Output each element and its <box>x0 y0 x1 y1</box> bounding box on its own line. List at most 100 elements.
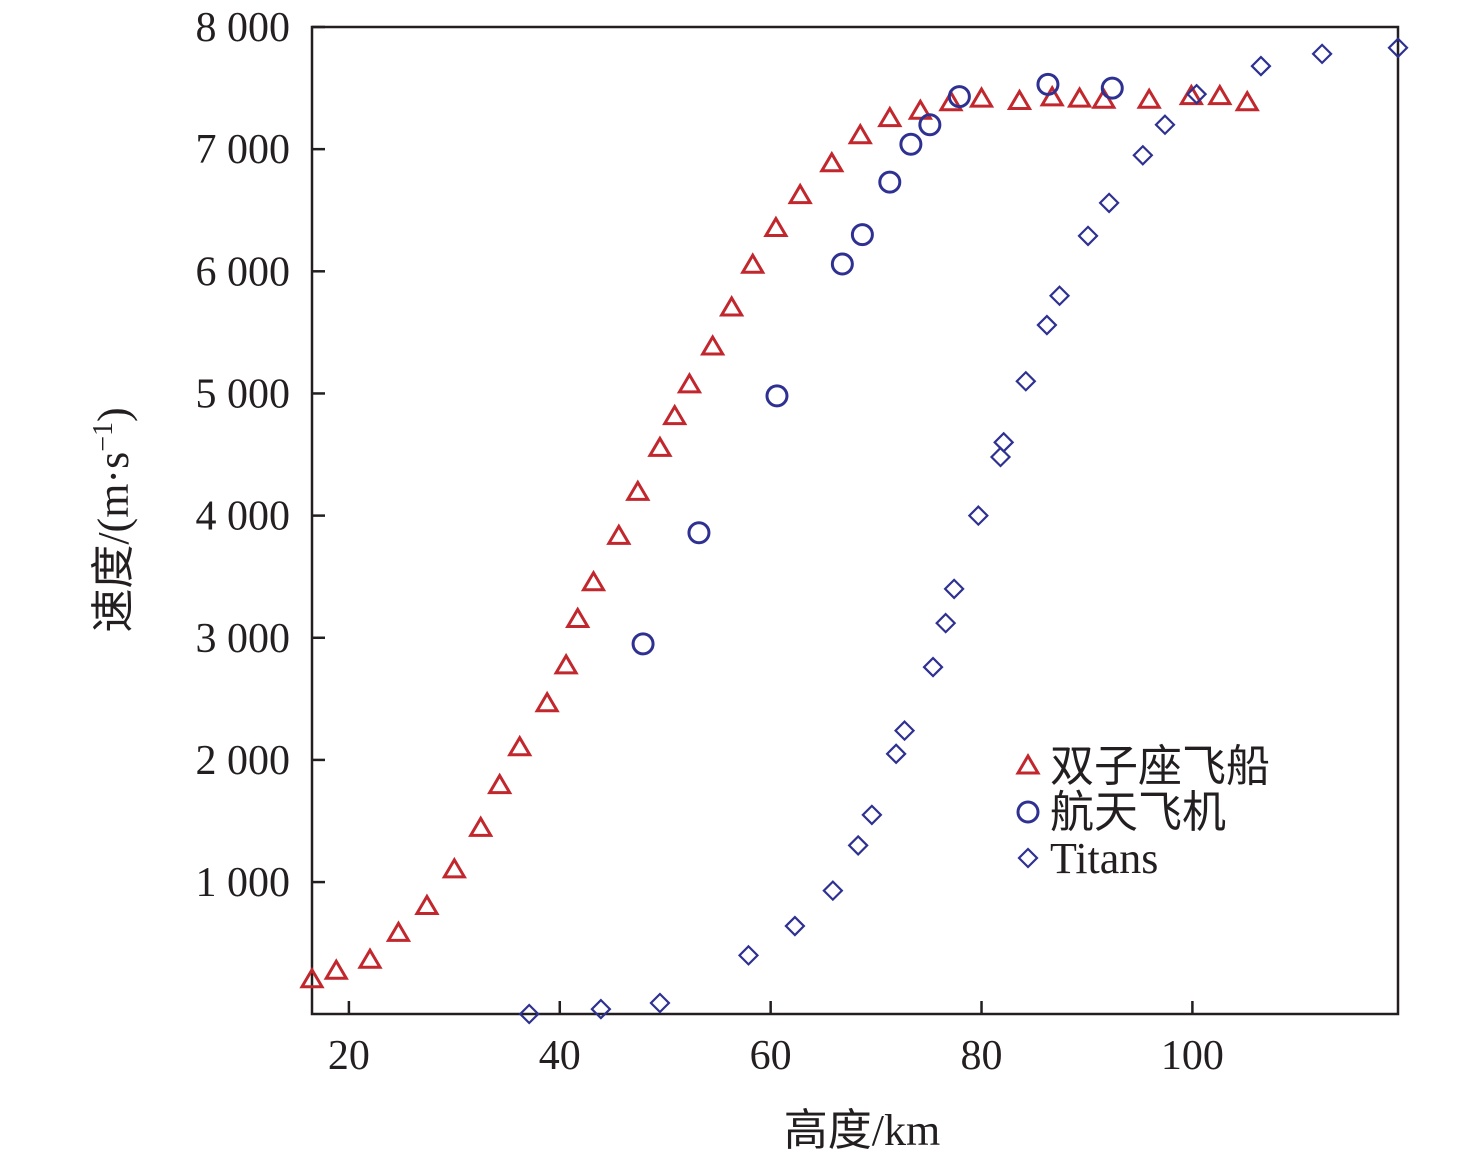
x-tick-label: 80 <box>961 1033 1003 1079</box>
y-tick-label: 8 000 <box>196 5 291 51</box>
triangle-point <box>441 856 467 879</box>
legend-label: 航天飞机 <box>1050 788 1226 837</box>
legend-label: 双子座飞船 <box>1050 742 1270 791</box>
x-tick-label: 40 <box>539 1033 581 1079</box>
triangle-point <box>553 652 579 675</box>
series-triangle <box>299 83 1260 989</box>
triangle-point <box>647 435 673 457</box>
diamond-point <box>989 446 1012 468</box>
legend-diamond-icon <box>1017 847 1039 869</box>
triangle-point <box>1006 88 1033 111</box>
diamond-point <box>1387 37 1409 59</box>
triangle-point <box>385 920 412 942</box>
x-tick-label: 60 <box>750 1033 792 1079</box>
diamond-point <box>737 944 760 966</box>
triangle-point <box>1234 89 1260 112</box>
triangle-point <box>877 105 903 128</box>
data-points <box>299 37 1409 1025</box>
triangle-point <box>740 252 766 274</box>
diamond-point <box>861 804 883 826</box>
x-tick-label: 100 <box>1161 1033 1224 1079</box>
triangle-point <box>487 772 513 795</box>
circle-point <box>631 632 655 656</box>
triangle-point <box>414 893 440 916</box>
triangle-point <box>1039 84 1065 107</box>
x-axis-title: 高度/km <box>784 1106 940 1155</box>
triangle-point <box>1207 83 1233 106</box>
diamond-point <box>893 720 916 742</box>
triangle-point <box>606 523 632 545</box>
triangle-point <box>700 334 726 356</box>
triangle-point <box>847 122 873 145</box>
triangle-point <box>1178 83 1204 106</box>
y-tick-label: 6 000 <box>196 249 291 295</box>
circle-point <box>1036 72 1060 96</box>
y-tick-label: 7 000 <box>196 127 291 173</box>
y-axis: 1 000 2 000 3 000 4 000 5 000 6 000 7 000 8 000 <box>196 5 325 906</box>
triangle-point <box>507 734 533 757</box>
diamond-point <box>590 998 612 1020</box>
circle-point <box>830 252 854 276</box>
circle-point <box>899 132 923 156</box>
y-axis-title-main: 速度/(m·s <box>89 452 138 633</box>
y-tick-label: 1 000 <box>196 860 291 906</box>
triangle-point <box>662 403 688 426</box>
legend-circle-icon <box>1016 800 1040 824</box>
triangle-point <box>676 371 703 394</box>
circle-point <box>1100 76 1124 100</box>
diamond-point <box>922 656 944 678</box>
y-tick-label: 5 000 <box>196 371 291 417</box>
y-tick-label: 2 000 <box>196 738 291 784</box>
circle-point <box>947 85 971 109</box>
triangle-point <box>1136 87 1162 109</box>
triangle-point <box>763 215 789 238</box>
diamond-point <box>1132 144 1154 166</box>
series-diamond <box>518 37 1409 1025</box>
circle-point <box>687 521 711 545</box>
triangle-point <box>819 150 845 173</box>
y-axis-title-close: ) <box>89 407 138 422</box>
diamond-point <box>1311 43 1333 65</box>
diamond-point <box>1048 285 1071 307</box>
diamond-point <box>1186 83 1208 105</box>
diamond-point <box>822 880 844 902</box>
y-axis-title: 速度/(m·s−1) <box>88 407 138 632</box>
plot-frame <box>310 25 1400 1016</box>
circle-point <box>850 223 874 247</box>
diamond-point <box>1250 55 1272 77</box>
y-tick-label: 3 000 <box>196 616 291 662</box>
x-tick-label: 20 <box>328 1033 370 1079</box>
diamond-point <box>1015 370 1037 392</box>
triangle-point <box>299 966 325 989</box>
diamond-point <box>967 505 989 527</box>
triangle-point <box>968 86 995 108</box>
triangle-point <box>580 569 607 592</box>
triangle-point <box>534 690 560 713</box>
triangle-point <box>938 89 964 112</box>
triangle-point <box>323 958 349 980</box>
diamond-point <box>784 915 806 937</box>
x-axis: 20 40 60 80 100 <box>328 1001 1224 1079</box>
triangle-point <box>787 182 813 205</box>
diamond-point <box>649 992 671 1014</box>
circle-point <box>878 170 902 194</box>
diamond-point <box>1036 314 1058 336</box>
diamond-point <box>1098 192 1120 214</box>
diamond-point <box>943 578 965 600</box>
y-tick-label: 4 000 <box>196 494 291 540</box>
diamond-point <box>993 431 1015 453</box>
diamond-point <box>1154 114 1176 136</box>
diamond-point <box>847 834 869 856</box>
diamond-point <box>885 743 907 765</box>
triangle-point <box>565 606 591 628</box>
triangle-point <box>357 947 383 969</box>
series-circle <box>631 72 1124 656</box>
diamond-point <box>935 612 957 634</box>
circle-point <box>918 113 942 137</box>
triangle-point <box>1066 86 1093 108</box>
triangle-point <box>625 479 651 501</box>
triangle-point <box>719 294 745 317</box>
diamond-point <box>518 1003 540 1025</box>
y-axis-title-superscript: −1 <box>88 422 119 452</box>
